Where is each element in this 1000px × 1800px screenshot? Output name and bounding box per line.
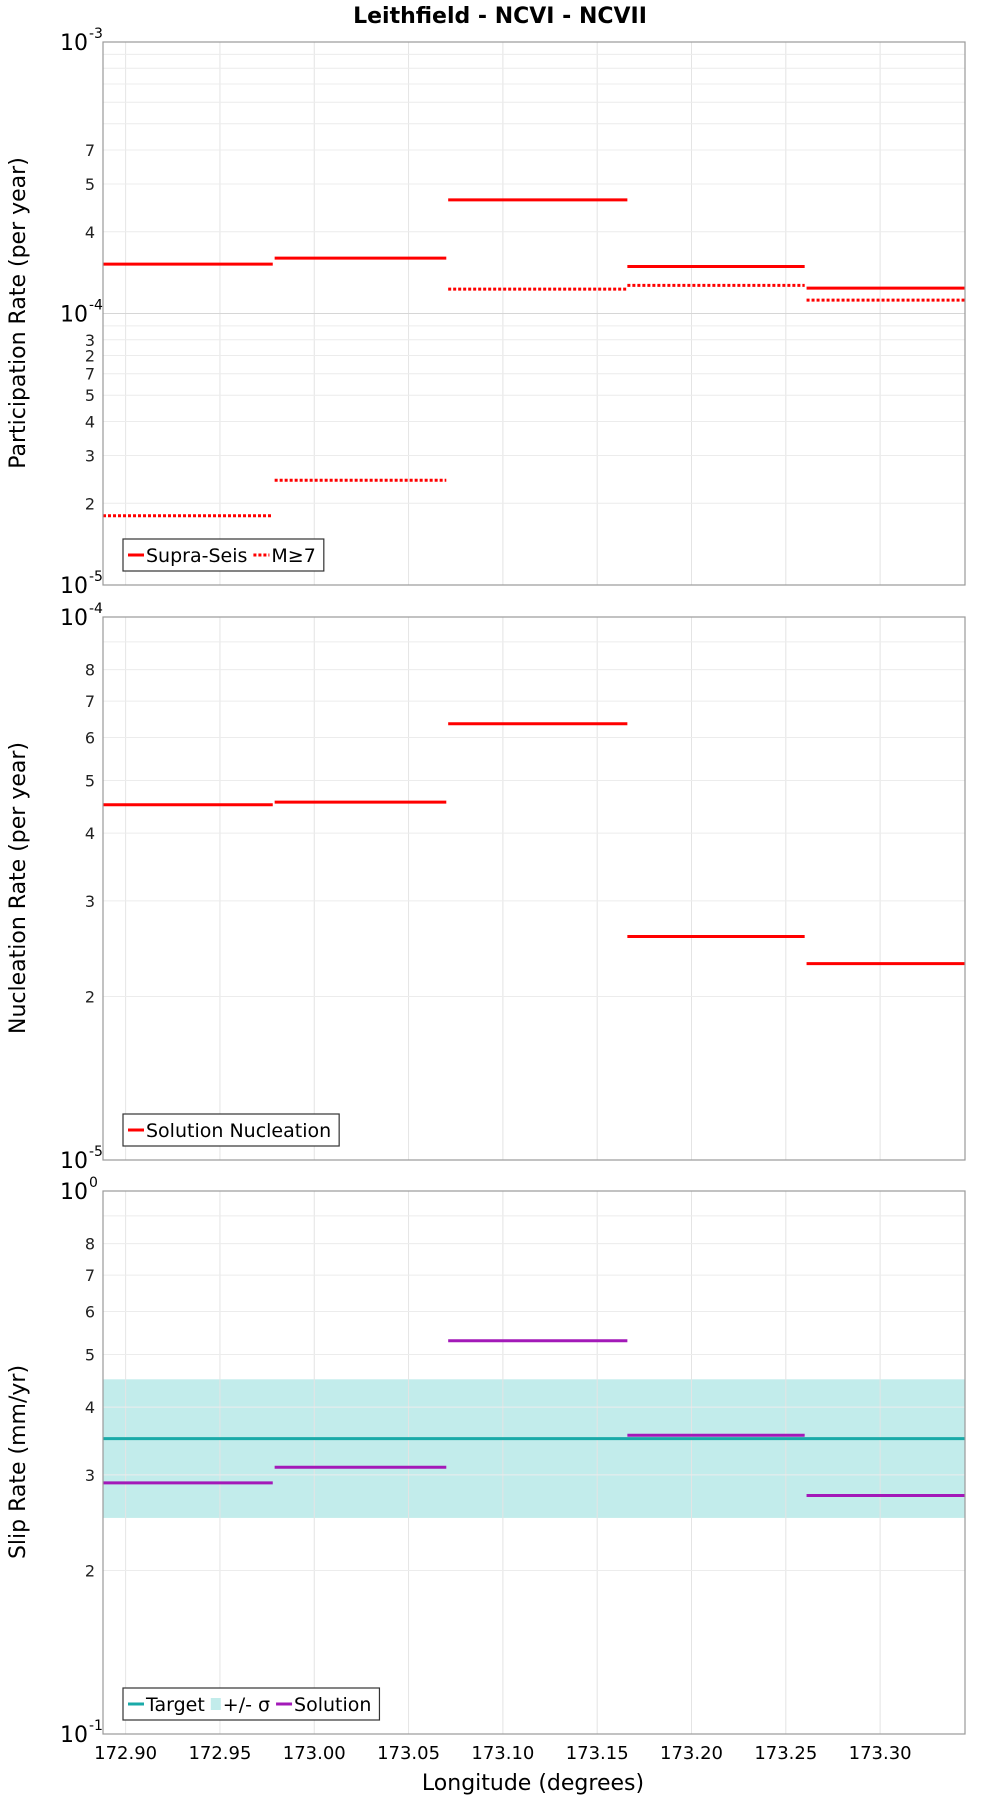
legend-label: Solution	[294, 1694, 371, 1716]
y-tick-labels: 2 3 4 5 6 7 8	[85, 1235, 95, 1581]
x-tick-label: 173.25	[754, 1743, 817, 1764]
x-tick-label: 172.95	[188, 1743, 251, 1764]
legend-frame	[122, 1113, 340, 1147]
y-decade-exponent: 0	[89, 1175, 98, 1191]
y-tick-label: 4	[85, 1398, 95, 1417]
y-decade-exponent: -3	[89, 26, 103, 42]
x-tick-label: 173.20	[660, 1743, 723, 1764]
y-decade-label: 10	[60, 303, 88, 328]
legend-frame	[122, 538, 325, 572]
series-m-7	[103, 283, 965, 518]
x-axis-label: Longitude (degrees)	[422, 1771, 644, 1796]
y-decade-exponent: -4	[89, 601, 103, 617]
series-supra-seis	[103, 198, 965, 290]
y-decade-label: 10	[60, 1723, 88, 1748]
y-tick-label: 8	[85, 661, 95, 680]
legend-label: Target	[145, 1694, 205, 1716]
legend: Supra-Seis M≥7	[122, 538, 325, 572]
y-tick-label: 2	[85, 988, 95, 1007]
legend-label: +/- σ	[223, 1694, 270, 1716]
y-tick-label: 5	[85, 1345, 95, 1364]
slip-rate-ylabel: Slip Rate (mm/yr)	[6, 1365, 31, 1559]
plot-frame	[102, 616, 966, 1161]
y-tick-label: 7	[85, 365, 95, 384]
legend-label: Supra-Seis	[146, 545, 247, 567]
legend: Target +/- σ Solution	[122, 1687, 381, 1721]
sigma-band	[103, 1379, 965, 1518]
x-tick-label: 172.90	[94, 1743, 157, 1764]
chart-title: Leithfield - NCVI - NCVII	[353, 4, 647, 29]
legend-label: M≥7	[271, 545, 315, 567]
y-decade-label: 10	[60, 31, 88, 56]
x-axis-tick-labels: 172.90 172.95 173.00 173.05 173.10 173.15 173.…	[94, 1743, 911, 1764]
y-decade-exponent: -1	[89, 1718, 103, 1734]
x-tick-label: 173.00	[283, 1743, 346, 1764]
y-tick-labels: 2 3 4 5 6 7 8	[85, 661, 95, 1007]
y-decade-exponent: -5	[89, 569, 103, 585]
x-tick-label: 173.30	[849, 1743, 912, 1764]
y-tick-label: 2	[85, 347, 95, 366]
participation-rate-ylabel: Participation Rate (per year)	[6, 157, 31, 469]
y-tick-label: 4	[85, 413, 95, 432]
y-tick-label: 5	[85, 771, 95, 790]
y-tick-label: 4	[85, 223, 95, 242]
y-tick-label: 2	[85, 1562, 95, 1581]
legend: Solution Nucleation	[122, 1113, 340, 1147]
x-tick-label: 173.15	[566, 1743, 629, 1764]
y-decade-exponent: -5	[89, 1144, 103, 1160]
y-tick-label: 7	[85, 141, 95, 160]
y-tick-label: 3	[85, 331, 95, 350]
legend-frame	[122, 1687, 381, 1721]
y-tick-label: 6	[85, 728, 95, 747]
legend-label: Solution Nucleation	[146, 1120, 331, 1142]
y-tick-label: 6	[85, 1302, 95, 1321]
y-tick-label: 7	[85, 1266, 95, 1285]
y-tick-label: 5	[85, 175, 95, 194]
y-tick-label: 7	[85, 692, 95, 711]
y-tick-label: 2	[85, 494, 95, 513]
nucleation-rate-ylabel: Nucleation Rate (per year)	[6, 742, 31, 1034]
legend-swatch	[210, 1698, 221, 1710]
y-decade-exponent: -4	[89, 298, 103, 314]
y-tick-label: 5	[85, 386, 95, 405]
y-decade-label: 10	[60, 1180, 88, 1205]
y-tick-label: 4	[85, 824, 95, 843]
y-tick-label: 3	[85, 1466, 95, 1485]
series-solution	[103, 1339, 965, 1497]
x-tick-label: 173.10	[471, 1743, 534, 1764]
y-tick-label: 3	[85, 446, 95, 465]
plot-frame	[102, 41, 966, 586]
series-solution-nucleation	[103, 722, 965, 966]
participation-rate-panel: Participation Rate (per year) 2345723457…	[6, 26, 966, 599]
y-decade-label: 10	[60, 606, 88, 631]
y-tick-label: 3	[85, 892, 95, 911]
plot-area	[103, 617, 965, 1160]
y-decade-label: 10	[60, 574, 88, 599]
y-decade-label: 10	[60, 1149, 88, 1174]
plot-frame	[102, 1190, 966, 1735]
x-tick-label: 173.05	[377, 1743, 440, 1764]
y-tick-label: 8	[85, 1235, 95, 1254]
